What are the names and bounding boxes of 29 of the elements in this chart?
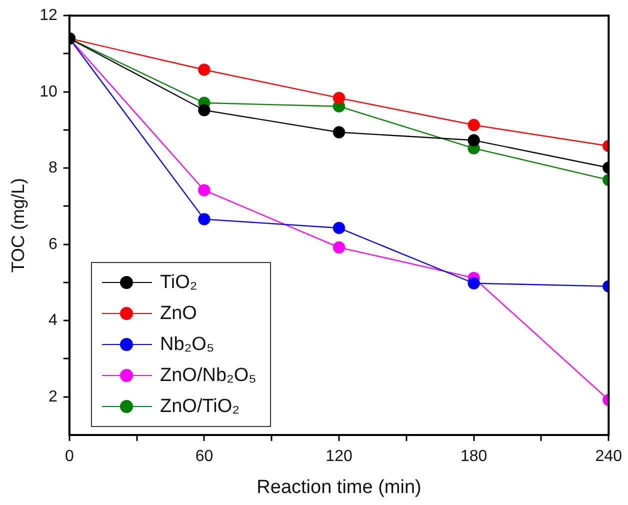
y-axis-title: TOC (mg/L) bbox=[8, 178, 28, 273]
point bbox=[468, 134, 480, 146]
legend-label: ZnO bbox=[160, 302, 197, 324]
x-tick-label: 120 bbox=[326, 448, 352, 466]
y-tick-label: 10 bbox=[40, 83, 58, 100]
y-tick-label: 12 bbox=[40, 7, 58, 24]
point bbox=[332, 241, 346, 254]
y-tick-label: 6 bbox=[48, 236, 58, 253]
y-tick-label: 8 bbox=[48, 160, 58, 177]
x-tick-label: 0 bbox=[64, 448, 74, 466]
x-tick-label: 60 bbox=[195, 448, 214, 466]
legend-label: ZnO/TiO₂ bbox=[160, 396, 240, 418]
y-tick-label: 2 bbox=[48, 388, 58, 406]
point bbox=[468, 277, 480, 290]
point bbox=[468, 118, 480, 132]
x-tick-label: 240 bbox=[595, 448, 622, 466]
y-tick-label: 4 bbox=[48, 312, 58, 330]
point bbox=[198, 184, 210, 196]
point bbox=[332, 126, 346, 138]
legend-label: ZnO/Nb₂O₅ bbox=[160, 364, 256, 386]
x-axis-title: Reaction time (min) bbox=[256, 476, 422, 498]
x-tick-label: 180 bbox=[460, 448, 488, 466]
legend-label: TiO₂ bbox=[160, 272, 198, 294]
legend-label: Nb₂O₅ bbox=[160, 334, 214, 356]
point bbox=[198, 213, 210, 226]
point bbox=[332, 92, 346, 104]
point bbox=[198, 104, 210, 116]
point bbox=[332, 222, 346, 234]
point bbox=[198, 64, 210, 76]
